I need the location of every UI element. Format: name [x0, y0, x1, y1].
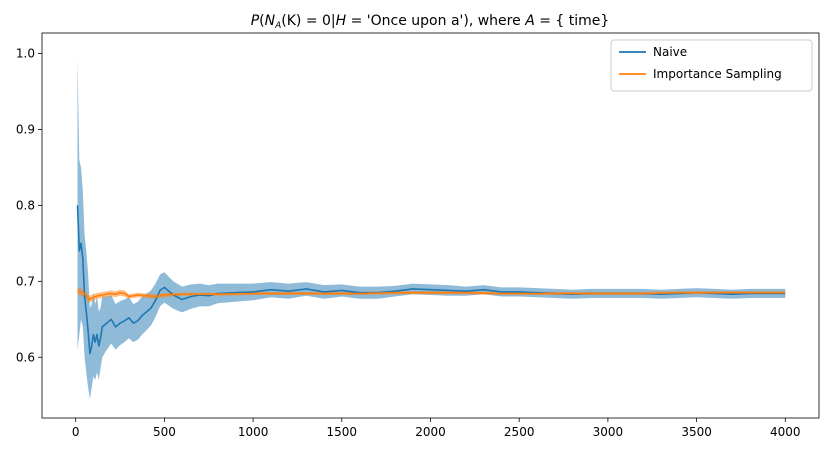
importance-sampling-confidence-band [77, 287, 786, 304]
x-tick-label: 1000 [238, 425, 269, 439]
x-tick-label: 0 [72, 425, 80, 439]
x-tick-label: 3000 [593, 425, 624, 439]
x-tick-label: 500 [153, 425, 176, 439]
chart-title: P(NA(K) = 0|H = 'Once upon a'), where A … [251, 13, 610, 31]
x-tick-label: 4000 [770, 425, 801, 439]
y-tick-label: 0.7 [16, 274, 35, 288]
series-lines [76, 205, 786, 355]
y-tick-label: 0.9 [16, 122, 35, 136]
x-tick-label: 2000 [415, 425, 446, 439]
legend: Naive Importance Sampling [610, 39, 813, 92]
importance-sampling-series-line [77, 290, 786, 301]
legend-box [610, 39, 813, 92]
y-tick-label: 1.0 [16, 47, 35, 61]
y-tick-label: 0.6 [16, 350, 35, 364]
legend-label-naive: Naive [653, 45, 687, 59]
y-tick-label: 0.8 [16, 198, 35, 212]
x-axis-ticks: 0 500 1000 1500 2000 2500 3000 3500 4000 [72, 418, 801, 439]
x-tick-label: 2500 [504, 425, 535, 439]
x-tick-label: 1500 [327, 425, 358, 439]
confidence-bands [77, 57, 786, 400]
x-tick-label: 3500 [681, 425, 712, 439]
legend-label-importance-sampling: Importance Sampling [653, 67, 782, 81]
y-axis-ticks: 0.6 0.7 0.8 0.9 1.0 [16, 47, 42, 364]
